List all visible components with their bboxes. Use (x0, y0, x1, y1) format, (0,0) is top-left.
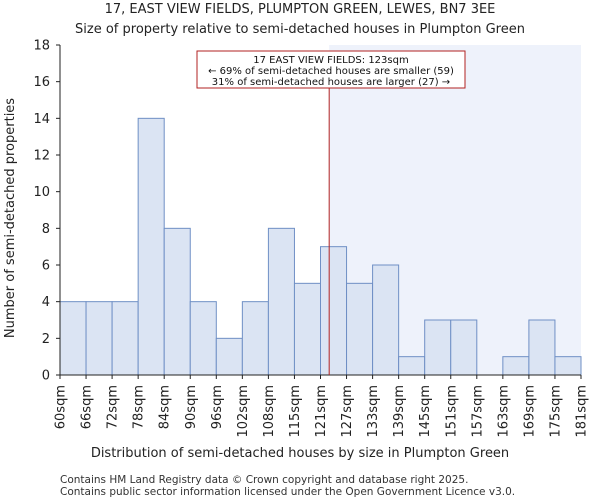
x-tick-label-145sqm: 145sqm (418, 385, 433, 438)
x-tick-label-60sqm: 60sqm (54, 385, 69, 429)
y-tick-label: 0 (42, 369, 50, 384)
y-tick-label: 6 (42, 259, 50, 274)
bar-90sqm (189, 301, 217, 376)
y-tick-label: 8 (42, 222, 50, 237)
bar-121sqm (320, 246, 348, 376)
bar-139sqm (398, 356, 426, 376)
x-tick-label-181sqm: 181sqm (575, 385, 590, 438)
bar-151sqm (450, 319, 478, 376)
x-tick-label-133sqm: 133sqm (366, 385, 381, 438)
bar-108sqm (267, 227, 295, 376)
x-tick-label-66sqm: 66sqm (80, 385, 95, 429)
x-axis-label: Distribution of semi-detached houses by … (91, 446, 509, 461)
bar-66sqm (85, 301, 113, 376)
x-tick-label-96sqm: 96sqm (210, 385, 225, 429)
x-tick-label-139sqm: 139sqm (392, 385, 407, 438)
bar-60sqm (59, 301, 87, 376)
bar-72sqm (111, 301, 139, 376)
x-tick-label-169sqm: 169sqm (522, 385, 537, 438)
x-tick-label-121sqm: 121sqm (314, 385, 329, 438)
annotation-line-2: ← 69% of semi-detached houses are smalle… (208, 66, 454, 77)
x-tick-label-108sqm: 108sqm (262, 385, 277, 438)
annotation-line-1: 17 EAST VIEW FIELDS: 123sqm (253, 55, 408, 66)
x-tick-label-115sqm: 115sqm (288, 385, 303, 438)
y-axis-label: Number of semi-detached properties (3, 98, 18, 338)
x-tick-label-90sqm: 90sqm (184, 385, 199, 429)
x-tick-label-72sqm: 72sqm (106, 385, 121, 429)
bars-group (59, 117, 582, 376)
x-tick-label-157sqm: 157sqm (470, 385, 485, 438)
x-tick-label-84sqm: 84sqm (158, 385, 173, 429)
annotation-box (196, 50, 466, 89)
bar-163sqm (502, 356, 530, 376)
x-tick-label-127sqm: 127sqm (340, 385, 355, 438)
x-tick-label-102sqm: 102sqm (236, 385, 251, 438)
y-tick-label: 12 (33, 149, 50, 164)
bar-115sqm (293, 282, 322, 376)
x-axis-ticks: 60sqm 66sqm 72sqm 78sqm 84sqm 90sqm 96sqm 102sq… (54, 375, 590, 438)
y-tick-label: 14 (33, 112, 50, 127)
chart-title: 17, EAST VIEW FIELDS, PLUMPTON GREEN, LE… (105, 2, 496, 17)
x-tick-label-78sqm: 78sqm (132, 385, 147, 429)
bar-169sqm (528, 319, 556, 376)
y-tick-label: 16 (33, 75, 50, 90)
y-tick-label: 2 (42, 332, 50, 347)
bar-175sqm (554, 356, 582, 376)
x-tick-label-175sqm: 175sqm (548, 385, 563, 438)
y-tick-label: 18 (33, 39, 50, 54)
bar-145sqm (424, 319, 452, 376)
footer-line-1: Contains HM Land Registry data © Crown c… (60, 474, 468, 486)
chart-subtitle: Size of property relative to semi-detach… (75, 22, 525, 37)
bar-84sqm (163, 227, 191, 376)
footer-line-2: Contains public sector information licen… (60, 486, 515, 498)
bar-127sqm (346, 282, 374, 376)
y-tick-label: 4 (42, 295, 50, 310)
x-tick-label-151sqm: 151sqm (444, 385, 459, 438)
y-tick-label: 10 (33, 185, 50, 200)
bar-78sqm (137, 117, 165, 376)
bar-102sqm (241, 301, 269, 376)
y-axis-ticks: 0 2 4 6 8 10 12 14 16 18 (33, 39, 60, 384)
bar-96sqm (215, 337, 243, 376)
annotation-line-3: 31% of semi-detached houses are larger (… (212, 77, 450, 88)
bar-133sqm (372, 264, 400, 376)
x-tick-label-163sqm: 163sqm (496, 385, 511, 438)
